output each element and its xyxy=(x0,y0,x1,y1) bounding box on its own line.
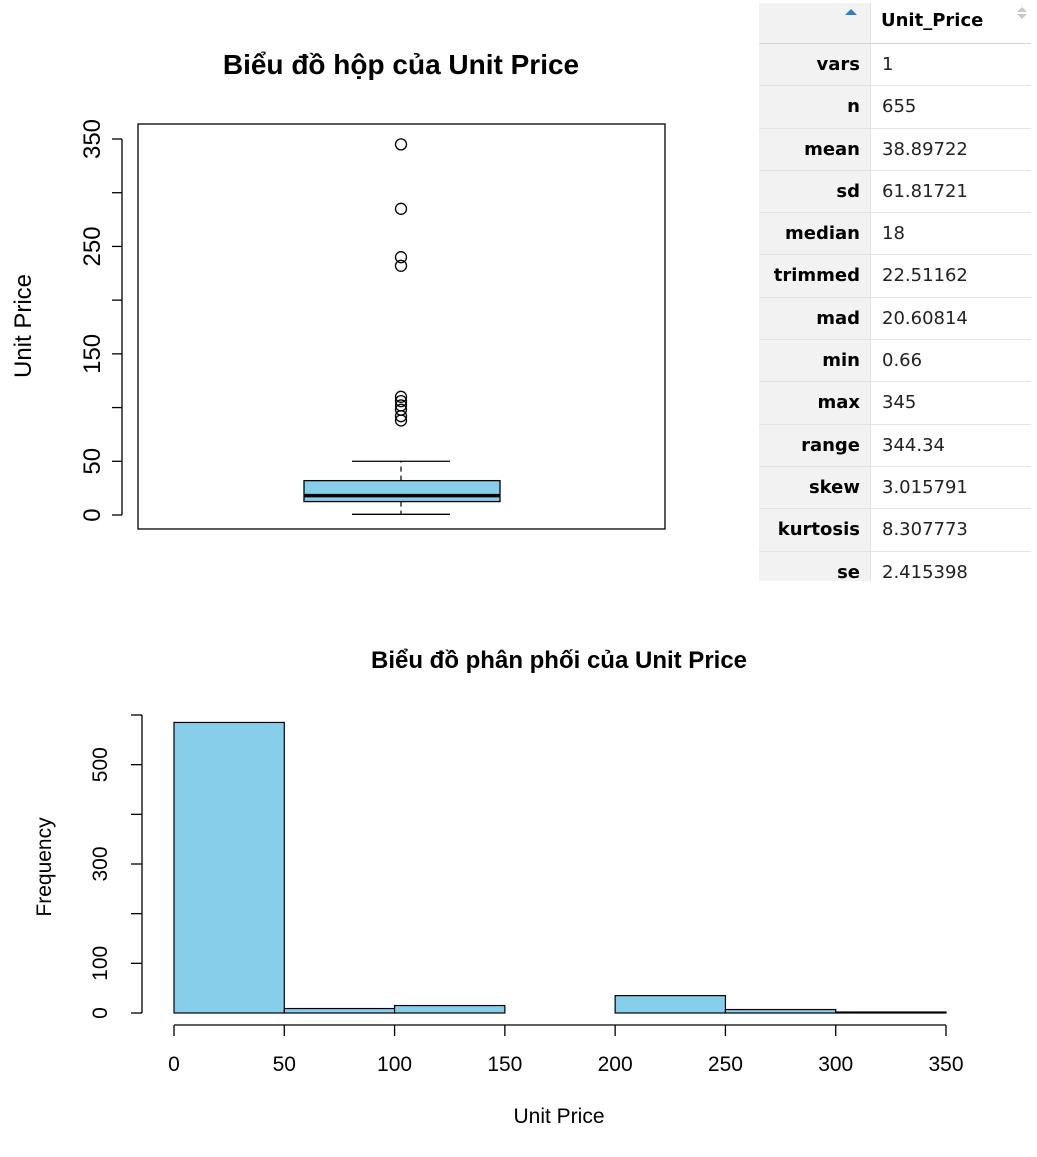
stat-name: mad xyxy=(759,297,871,340)
histogram-bar xyxy=(283,1007,396,1014)
boxplot-y-label: Unit Price xyxy=(10,274,37,378)
table-row: trimmed 22.51162 xyxy=(759,255,1031,298)
boxplot-outlier-point xyxy=(394,414,408,427)
table-row: mad 20.60814 xyxy=(759,297,1031,341)
boxplot-y-tick-label: 0 xyxy=(79,508,106,521)
stats-table: Unit_Price vars 1 n 655 mean 38.89722 sd 61.817… xyxy=(759,3,1031,581)
boxplot-box xyxy=(303,479,501,503)
histogram-x-tick-label: 350 xyxy=(928,1053,963,1076)
histogram-bar xyxy=(835,1011,947,1014)
table-row: median 18 xyxy=(759,213,1031,256)
column-header-unit-price[interactable]: Unit_Price xyxy=(871,3,1031,43)
histogram-y-tick-label: 100 xyxy=(89,946,112,981)
row-header-sort-button[interactable] xyxy=(759,3,871,43)
table-row: n 655 xyxy=(759,86,1031,129)
boxplot-outlier-point xyxy=(394,390,408,403)
boxplot-y-tick-label: 50 xyxy=(79,448,106,475)
boxplot-frame xyxy=(137,123,666,530)
stats-table-body: vars 1 n 655 mean 38.89722 sd 61.81721 median 18 t… xyxy=(759,44,1031,581)
table-row: se 2.415398 xyxy=(759,551,1031,581)
stat-value: 344.34 xyxy=(871,424,1031,466)
histogram-y-tick-label: 0 xyxy=(89,1007,112,1019)
stat-value: 345 xyxy=(871,382,1031,424)
histogram-x-tick-label: 250 xyxy=(708,1053,743,1076)
column-header-label: Unit_Price xyxy=(881,10,984,31)
table-row: skew 3.015791 xyxy=(759,466,1031,510)
histogram-title: Biểu đồ phân phối của Unit Price xyxy=(371,647,747,674)
stat-value: 1 xyxy=(871,44,1031,86)
boxplot-outlier-point xyxy=(394,410,408,423)
histogram-x-tick-label: 50 xyxy=(273,1053,296,1076)
histogram-y-tick-label: 500 xyxy=(89,747,112,782)
table-row: range 344.34 xyxy=(759,424,1031,467)
histogram-bar xyxy=(614,995,727,1014)
stat-name: kurtosis xyxy=(759,509,871,551)
stats-table-header: Unit_Price xyxy=(759,3,1031,44)
boxplot-outlier-point xyxy=(394,138,408,151)
histogram-bar xyxy=(724,1008,837,1014)
histogram-x-tick-label: 100 xyxy=(377,1053,412,1076)
stat-name: mean xyxy=(759,128,871,170)
stat-value: 38.89722 xyxy=(871,128,1031,170)
boxplot-y-tick-label: 350 xyxy=(79,119,106,159)
boxplot-outlier-point xyxy=(394,259,408,272)
sort-ascending-icon xyxy=(845,9,857,15)
boxplot-outlier-point xyxy=(394,394,408,408)
histogram-x-tick-label: 150 xyxy=(487,1053,522,1076)
histogram-x-label: Unit Price xyxy=(513,1105,604,1128)
histogram-x-tick-label: 200 xyxy=(598,1053,633,1076)
stat-name: skew xyxy=(759,466,871,509)
table-row: max 345 xyxy=(759,382,1031,425)
stat-value: 20.60814 xyxy=(871,297,1031,340)
histogram-y-label: Frequency xyxy=(33,817,56,917)
table-row: kurtosis 8.307773 xyxy=(759,509,1031,552)
stat-value: 3.015791 xyxy=(871,466,1031,509)
table-row: sd 61.81721 xyxy=(759,170,1031,214)
stat-name: range xyxy=(759,424,871,466)
stat-name: n xyxy=(759,86,871,128)
boxplot-title: Biểu đồ hộp của Unit Price xyxy=(223,49,579,80)
stat-value: 655 xyxy=(871,86,1031,128)
histogram-x-tick-label: 0 xyxy=(168,1053,180,1076)
boxplot-y-tick-label: 250 xyxy=(79,226,106,266)
stat-value: 61.81721 xyxy=(871,170,1031,213)
stat-name: max xyxy=(759,382,871,424)
histogram-bar xyxy=(173,721,285,1014)
boxplot-outlier-point xyxy=(394,202,408,215)
stat-name: sd xyxy=(759,170,871,213)
stat-value: 2.415398 xyxy=(871,551,1031,581)
sort-icon xyxy=(1017,5,1027,23)
boxplot-y-tick-label: 150 xyxy=(79,334,106,374)
table-row: min 0.66 xyxy=(759,340,1031,383)
histogram-chart: Biểu đồ phân phối của Unit Price 0 50 100 1… xyxy=(33,647,964,1128)
table-row: mean 38.89722 xyxy=(759,128,1031,171)
histogram-y-tick-label: 300 xyxy=(89,846,112,881)
table-row: vars 1 xyxy=(759,44,1031,87)
stat-name: se xyxy=(759,551,871,581)
stat-name: min xyxy=(759,340,871,382)
boxplot-outlier-point xyxy=(394,251,408,264)
histogram-x-tick-label: 300 xyxy=(818,1053,853,1076)
histogram-bar xyxy=(393,1004,506,1014)
stat-name: trimmed xyxy=(759,255,871,297)
stat-value: 0.66 xyxy=(871,340,1031,382)
stat-name: median xyxy=(759,213,871,255)
stat-name: vars xyxy=(759,44,871,86)
stat-value: 8.307773 xyxy=(871,509,1031,551)
stat-value: 22.51162 xyxy=(871,255,1031,297)
boxplot-chart: Biểu đồ hộp của Unit Price 050150250350 … xyxy=(10,49,666,530)
stat-value: 18 xyxy=(871,213,1031,255)
